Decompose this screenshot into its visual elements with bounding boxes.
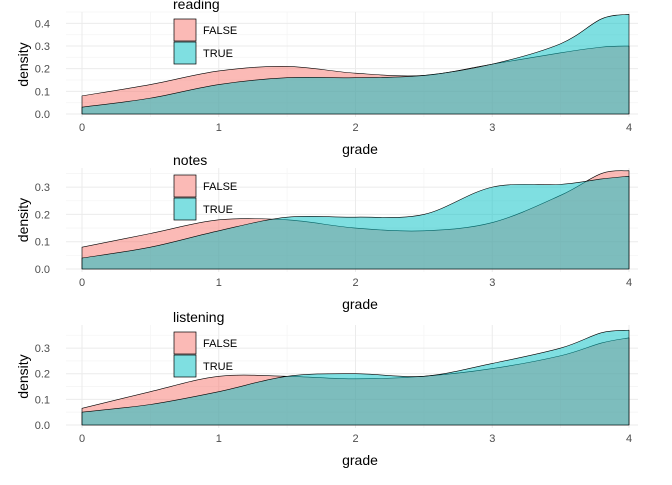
- y-tick-label: 0.1: [35, 394, 50, 406]
- legend-key-true: [173, 41, 197, 65]
- x-tick-label: 4: [626, 433, 632, 445]
- x-tick-label: 3: [489, 433, 495, 445]
- x-axis-title: grade: [342, 141, 378, 157]
- y-tick-label: 0.3: [35, 343, 50, 355]
- y-tick-label: 0.3: [35, 41, 50, 53]
- legend-key-false: [173, 18, 197, 42]
- legend-key-false: [173, 331, 197, 355]
- density-area-true: [82, 14, 629, 114]
- y-tick-label: 0.0: [35, 420, 50, 432]
- y-tick-label: 0.1: [35, 86, 50, 98]
- x-tick-label: 0: [79, 122, 85, 134]
- x-axis-title: grade: [342, 452, 378, 468]
- x-tick-label: 2: [352, 277, 358, 289]
- x-tick-label: 3: [489, 277, 495, 289]
- density-panel-reading: 0.0 0.1 0.2 0.3 0.4 0 1 2 3 4 grade density reading F…: [15, 0, 638, 157]
- density-line-true: [81, 329, 630, 426]
- y-axis-title: density: [15, 198, 31, 242]
- y-tick-label: 0.3: [35, 182, 50, 194]
- density-panel-notes: 0.0 0.1 0.2 0.3 0 1 2 3 4 grade density notes FALSE T…: [15, 152, 638, 312]
- density-area-true: [82, 176, 629, 269]
- x-tick-label: 2: [352, 433, 358, 445]
- legend-label-true: TRUE: [203, 204, 233, 216]
- x-tick-label: 4: [626, 277, 632, 289]
- y-tick-label: 0.0: [35, 264, 50, 276]
- legend-title: reading: [173, 0, 220, 12]
- y-axis-title: density: [15, 354, 31, 398]
- x-tick-label: 3: [489, 122, 495, 134]
- x-tick-label: 1: [216, 433, 222, 445]
- x-tick-label: 2: [352, 122, 358, 134]
- legend-key-true: [173, 354, 197, 378]
- y-tick-label: 0.2: [35, 64, 50, 76]
- y-tick-label: 0.0: [35, 109, 50, 121]
- x-tick-label: 0: [79, 433, 85, 445]
- density-line-true: [81, 175, 630, 270]
- legend-label-false: FALSE: [203, 181, 237, 193]
- y-tick-label: 0.2: [35, 209, 50, 221]
- legend-label-true: TRUE: [203, 48, 233, 60]
- y-tick-label: 0.1: [35, 237, 50, 249]
- x-tick-label: 1: [216, 122, 222, 134]
- density-panel-listening: 0.0 0.1 0.2 0.3 0 1 2 3 4 grade density listening FA…: [15, 309, 638, 468]
- density-line-true: [81, 13, 630, 115]
- legend-key-true: [173, 197, 197, 221]
- legend-label-false: FALSE: [203, 25, 237, 37]
- x-axis-title: grade: [342, 296, 378, 312]
- density-area-true: [82, 330, 629, 425]
- legend-label-false: FALSE: [203, 338, 237, 350]
- y-axis-title: density: [15, 42, 31, 86]
- x-tick-label: 0: [79, 277, 85, 289]
- legend-title: listening: [173, 309, 224, 325]
- y-tick-label: 0.2: [35, 369, 50, 381]
- legend-key-false: [173, 174, 197, 198]
- y-tick-label: 0.4: [35, 18, 50, 30]
- legend-title: notes: [173, 152, 207, 168]
- x-tick-label: 4: [626, 122, 632, 134]
- legend-label-true: TRUE: [203, 361, 233, 373]
- x-tick-label: 1: [216, 277, 222, 289]
